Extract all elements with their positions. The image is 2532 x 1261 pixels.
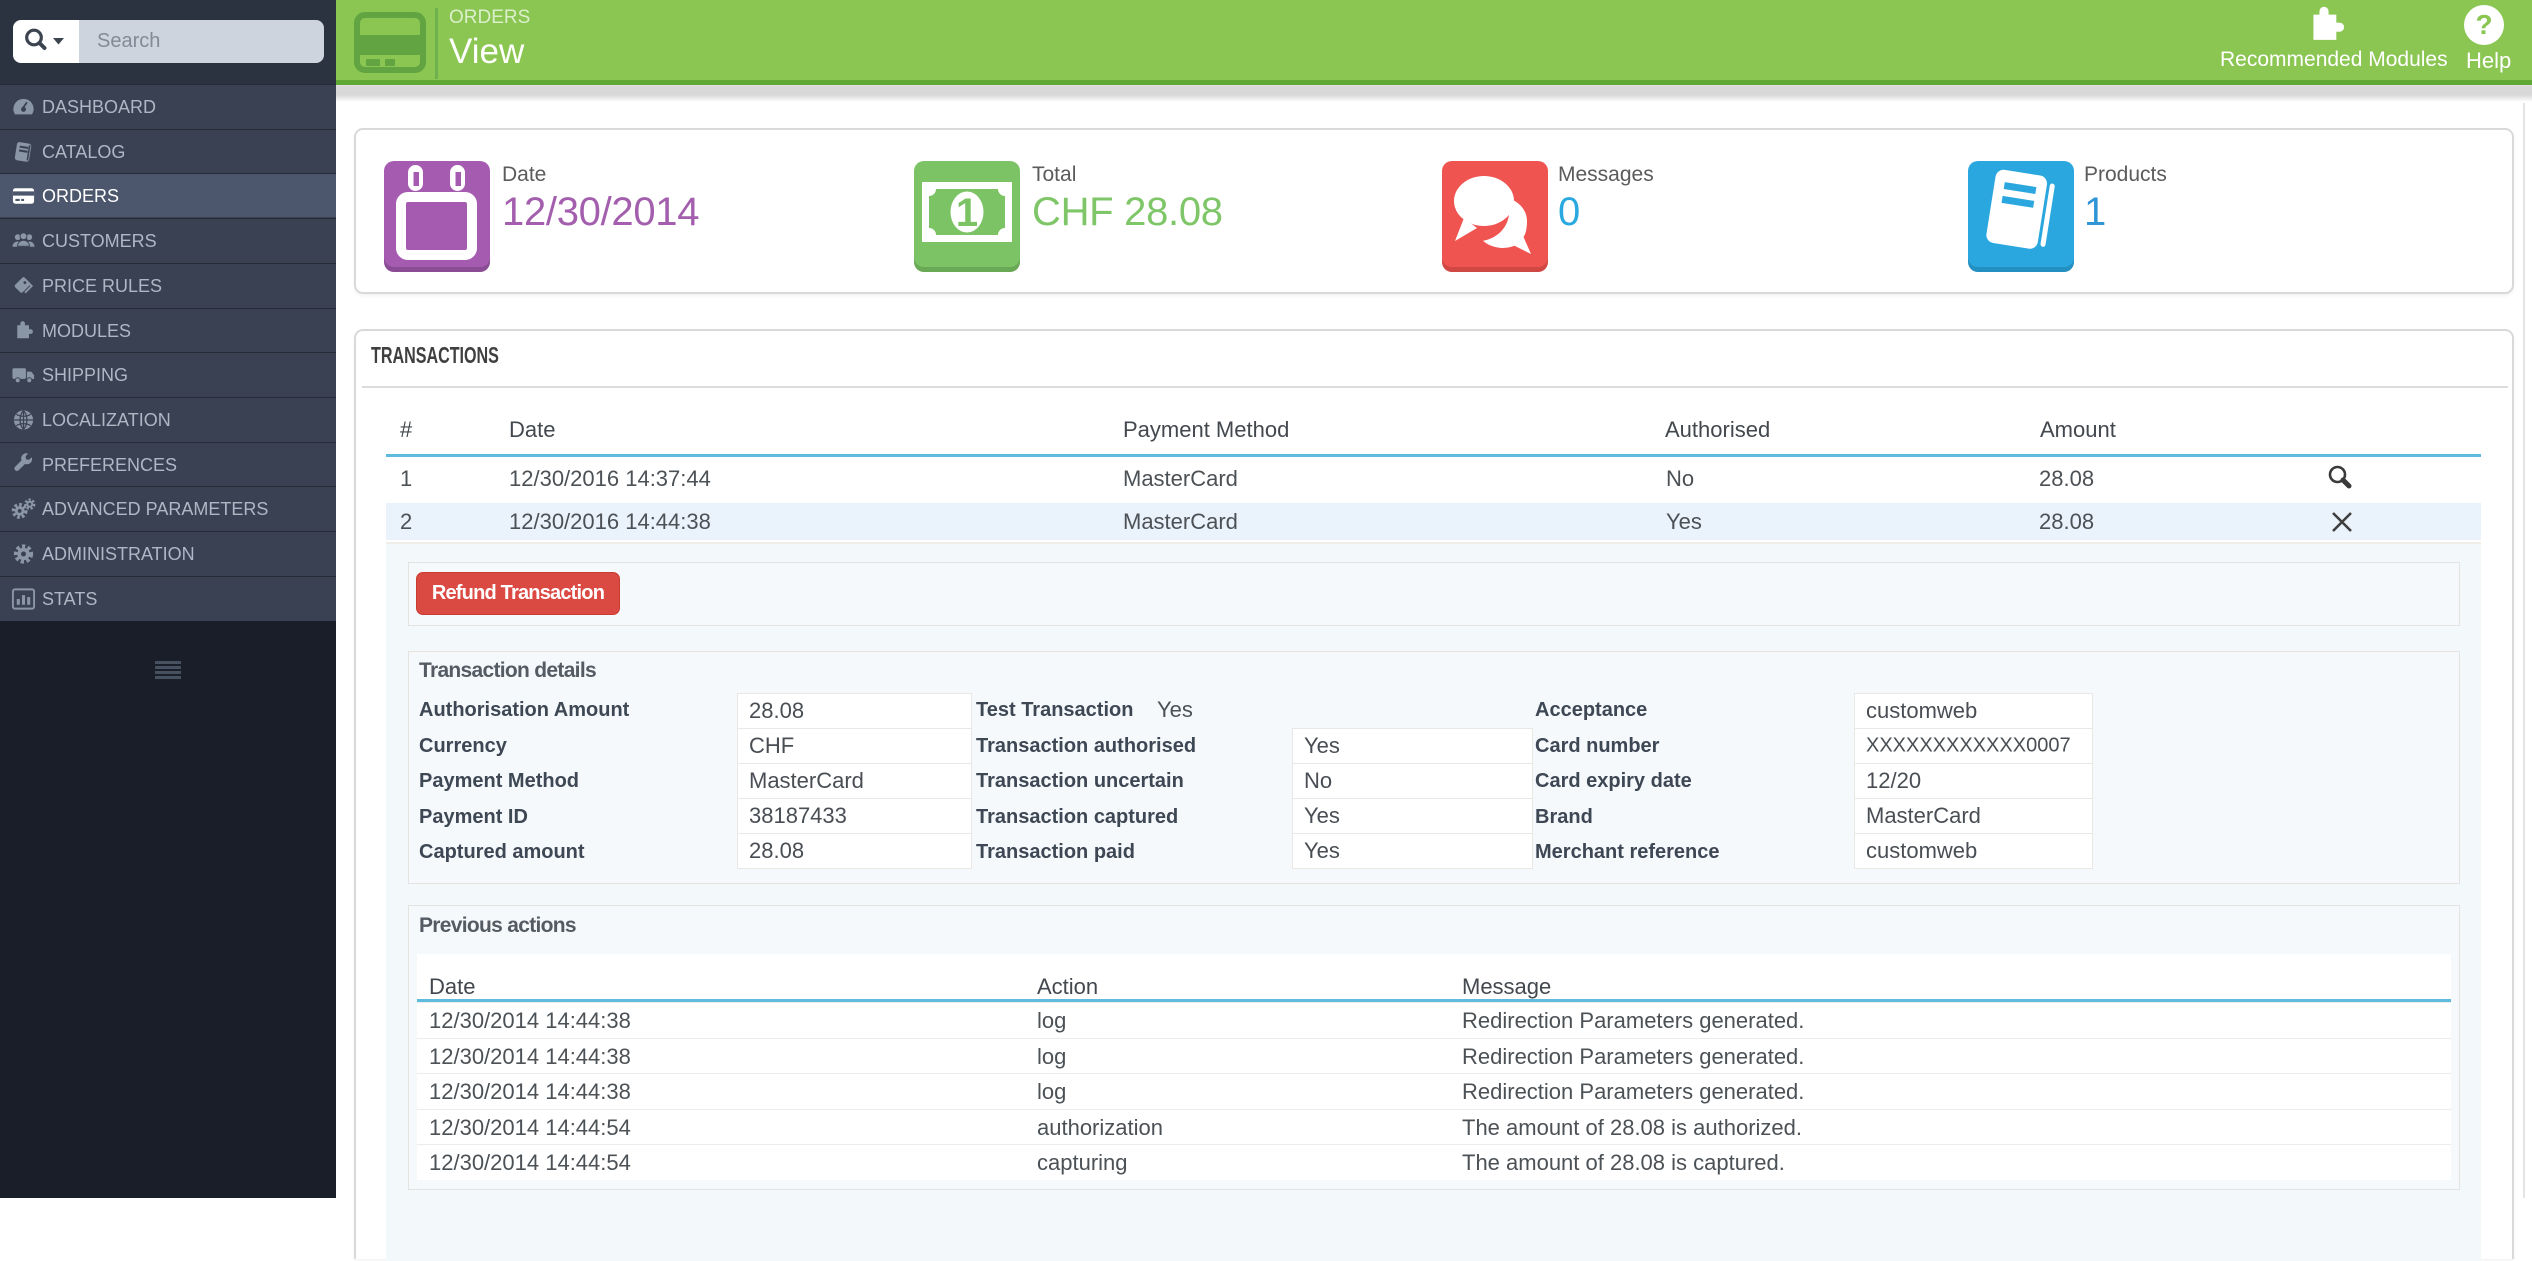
svg-text:1: 1 bbox=[956, 191, 978, 235]
svg-text:?: ? bbox=[2475, 9, 2492, 40]
